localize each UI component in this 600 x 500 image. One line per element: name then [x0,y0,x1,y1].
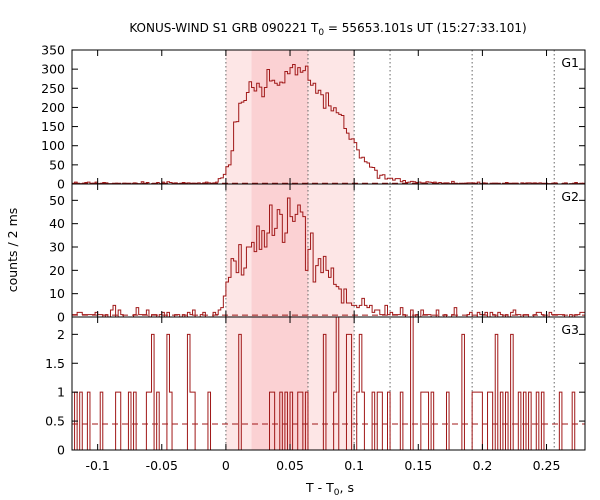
y-tick-label-G2-0: 0 [57,310,65,325]
y-tick-label-G3-1: 0.5 [45,414,65,429]
x-tick-label-7: 0.25 [533,458,561,473]
y-tick-label-G3-2: 1 [57,385,65,400]
x-axis-title-main: T - T [305,480,334,495]
y-tick-label-G2-5: 50 [49,193,65,208]
panel-label-G2: G2 [561,189,579,204]
x-tick-label-6: 0.2 [472,458,492,473]
x-tick-label-2: 0 [222,458,230,473]
axes [71,49,586,451]
x-tick-label-0: -0.1 [85,458,109,473]
x-axis-title-sub: 0 [334,488,340,498]
y-tick-label-G2-1: 10 [49,286,65,301]
y-tick-label-G1-7: 350 [41,43,65,58]
chart-title: KONUS-WIND S1 GRB 090221 T0 = 55653.101s… [129,21,526,38]
x-axis-title-rest: , s [340,480,354,495]
y-tick-label-G1-5: 250 [41,81,65,96]
x-tick-label-1: -0.05 [146,458,178,473]
y-axis-title: counts / 2 ms [5,208,20,293]
y-tick-label-G1-3: 150 [41,119,65,134]
x-tick-label-5: 0.15 [404,458,432,473]
y-tick-label-G1-1: 50 [49,157,65,172]
y-tick-label-G3-0: 0 [57,443,65,458]
x-axis-title: T - T0, s [305,480,354,498]
y-tick-label-G2-3: 30 [49,240,65,255]
y-tick-label-G2-4: 40 [49,216,65,231]
y-tick-label-G1-4: 200 [41,100,65,115]
y-tick-label-G2-2: 20 [49,263,65,278]
panel-label-G3: G3 [561,322,579,337]
panel-label-G1: G1 [561,55,579,70]
y-tick-label-G1-0: 0 [57,177,65,192]
x-tick-label-3: 0.05 [276,458,304,473]
y-tick-label-G3-3: 1.5 [45,356,65,371]
y-tick-label-G1-6: 300 [41,62,65,77]
chart-title-main: KONUS-WIND S1 GRB 090221 T [129,21,319,35]
panel-frame-G3 [71,316,586,451]
chart-title-rest: = 55653.101s UT (15:27:33.101) [324,21,527,35]
shaded-regions [225,50,355,450]
x-tick-label-4: 0.1 [344,458,364,473]
y-tick-label-G3-4: 2 [57,327,65,342]
chart-title-sub: 0 [318,28,324,38]
y-tick-label-G1-2: 100 [41,138,65,153]
shaded-region-1 [251,50,308,450]
